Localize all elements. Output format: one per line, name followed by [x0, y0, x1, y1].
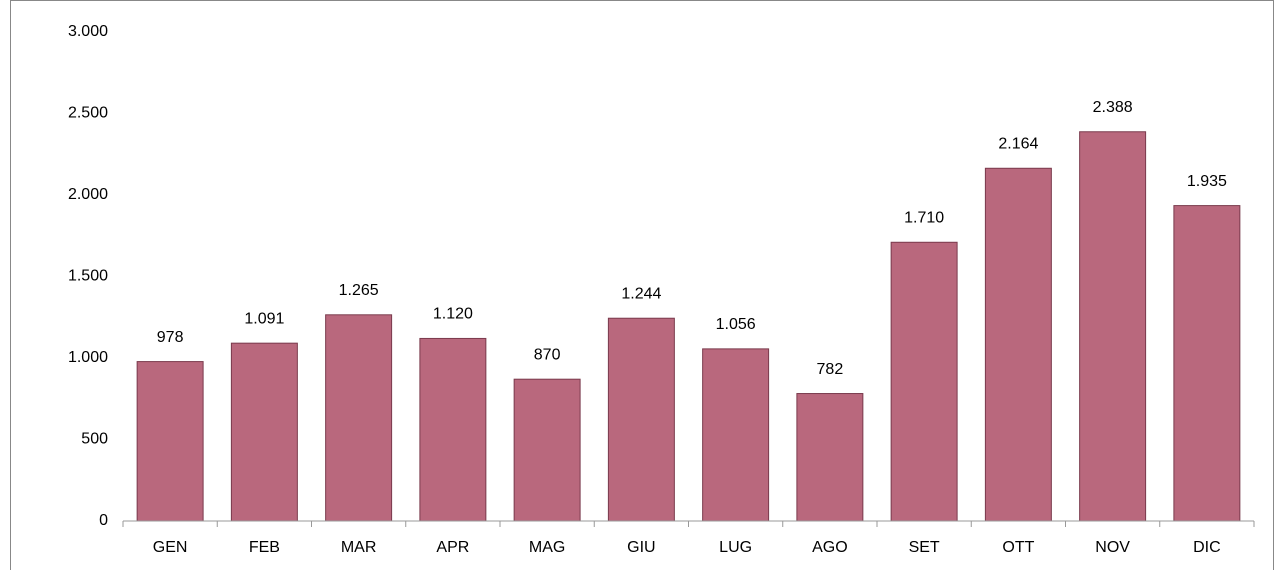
x-tick-label: DIC — [1193, 539, 1221, 556]
data-label: 1.710 — [904, 209, 944, 226]
x-tick-label: GEN — [153, 539, 188, 556]
bar — [325, 314, 393, 522]
bar — [1079, 131, 1147, 522]
x-tick-label: MAR — [341, 539, 377, 556]
x-tick-label: MAG — [529, 539, 565, 556]
bar — [513, 378, 581, 522]
bar — [984, 167, 1052, 522]
bar — [136, 361, 204, 522]
x-tick-label: APR — [436, 539, 469, 556]
data-label: 782 — [817, 361, 844, 378]
bar — [607, 317, 675, 522]
bar — [230, 342, 298, 522]
y-tick-label: 2.500 — [68, 105, 108, 122]
bar — [1173, 205, 1241, 522]
data-label: 1.091 — [244, 310, 284, 327]
data-label: 870 — [534, 346, 561, 363]
x-tick-label: LUG — [719, 539, 752, 556]
y-tick-label: 1.000 — [68, 349, 108, 366]
x-tick-label: NOV — [1095, 539, 1130, 556]
y-tick-label: 500 — [81, 431, 108, 448]
data-label: 2.164 — [998, 135, 1038, 152]
y-tick-label: 2.000 — [68, 186, 108, 203]
y-tick-label: 3.000 — [68, 23, 108, 40]
data-label: 1.056 — [716, 316, 756, 333]
bar — [419, 337, 487, 522]
data-label: 1.265 — [339, 282, 379, 299]
data-label: 1.120 — [433, 306, 473, 323]
x-tick-label: AGO — [812, 539, 848, 556]
y-tick-label: 1.500 — [68, 268, 108, 285]
bar — [702, 348, 770, 522]
data-label: 1.244 — [621, 285, 661, 302]
data-label: 1.935 — [1187, 173, 1227, 190]
x-tick-label: GIU — [627, 539, 655, 556]
bar — [890, 241, 958, 522]
y-tick-label: 0 — [99, 512, 108, 529]
x-tick-label: FEB — [249, 539, 280, 556]
x-tick-label: OTT — [1002, 539, 1034, 556]
x-tick-label: SET — [909, 539, 940, 556]
data-label: 978 — [157, 329, 184, 346]
bar — [796, 393, 864, 522]
data-label: 2.388 — [1093, 99, 1133, 116]
